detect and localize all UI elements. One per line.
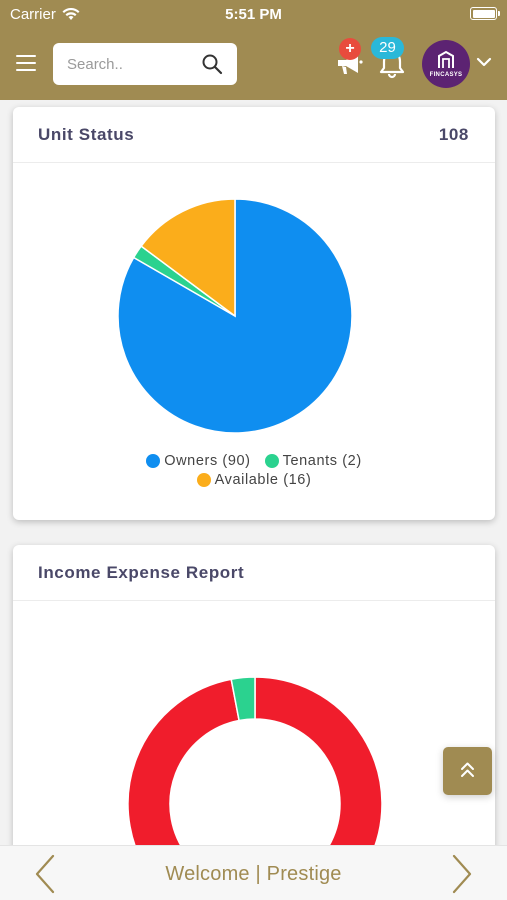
unit-status-pie-chart[interactable] [13, 163, 495, 443]
app-header: + 29 FINCASYS [0, 28, 507, 100]
legend-available-dot [196, 473, 211, 487]
chevron-left-icon[interactable] [33, 853, 57, 895]
scroll-to-top-button[interactable] [443, 747, 492, 795]
income-expense-donut-chart[interactable] [13, 601, 495, 865]
welcome-label: Welcome | Prestige [165, 863, 342, 885]
carrier-label: Carrier [10, 6, 56, 23]
unit-status-header: Unit Status 108 [13, 107, 495, 163]
search-box[interactable] [53, 43, 237, 85]
wifi-icon [62, 8, 80, 20]
search-input[interactable] [67, 52, 187, 76]
status-bar: Carrier 5:51 PM [0, 0, 507, 28]
unit-status-legend: Owners (90) Tenants (2) Available (16) [13, 453, 495, 491]
unit-status-card: Unit Status 108 Owners (90) Tenants (2) … [13, 107, 495, 520]
legend-owners-label: Owners (90) [164, 453, 251, 469]
legend-available[interactable]: Available (16) [196, 472, 312, 488]
legend-tenants-dot [264, 454, 279, 468]
menu-icon[interactable] [16, 55, 36, 71]
clock: 5:51 PM [225, 6, 282, 23]
avatar[interactable]: FINCASYS [422, 40, 470, 88]
announcement-badge: + [339, 38, 361, 60]
battery-icon [470, 7, 500, 20]
income-expense-header: Income Expense Report [13, 545, 495, 601]
building-logo-icon [438, 50, 454, 68]
search-icon[interactable] [201, 53, 223, 75]
legend-owners-dot [146, 454, 161, 468]
income-expense-slice-1[interactable] [230, 676, 256, 722]
legend-tenants[interactable]: Tenants (2) [264, 453, 362, 469]
income-expense-title: Income Expense Report [38, 563, 245, 582]
notification-count-badge: 29 [371, 37, 404, 59]
chevron-right-icon[interactable] [450, 853, 474, 895]
unit-total-count: 108 [438, 125, 469, 144]
unit-status-title: Unit Status [38, 125, 135, 144]
carrier-info: Carrier [10, 6, 80, 23]
brand-label: FINCASYS [429, 72, 463, 78]
legend-owners[interactable]: Owners (90) [146, 453, 250, 469]
bottom-nav-bar: Welcome | Prestige [0, 845, 507, 900]
chevron-down-icon[interactable] [476, 56, 492, 68]
income-expense-card: Income Expense Report [13, 545, 495, 865]
double-chevron-up-icon [461, 762, 474, 777]
legend-tenants-label: Tenants (2) [282, 453, 362, 469]
legend-available-label: Available (16) [214, 472, 312, 488]
unit-status-slice-2[interactable] [140, 198, 236, 318]
